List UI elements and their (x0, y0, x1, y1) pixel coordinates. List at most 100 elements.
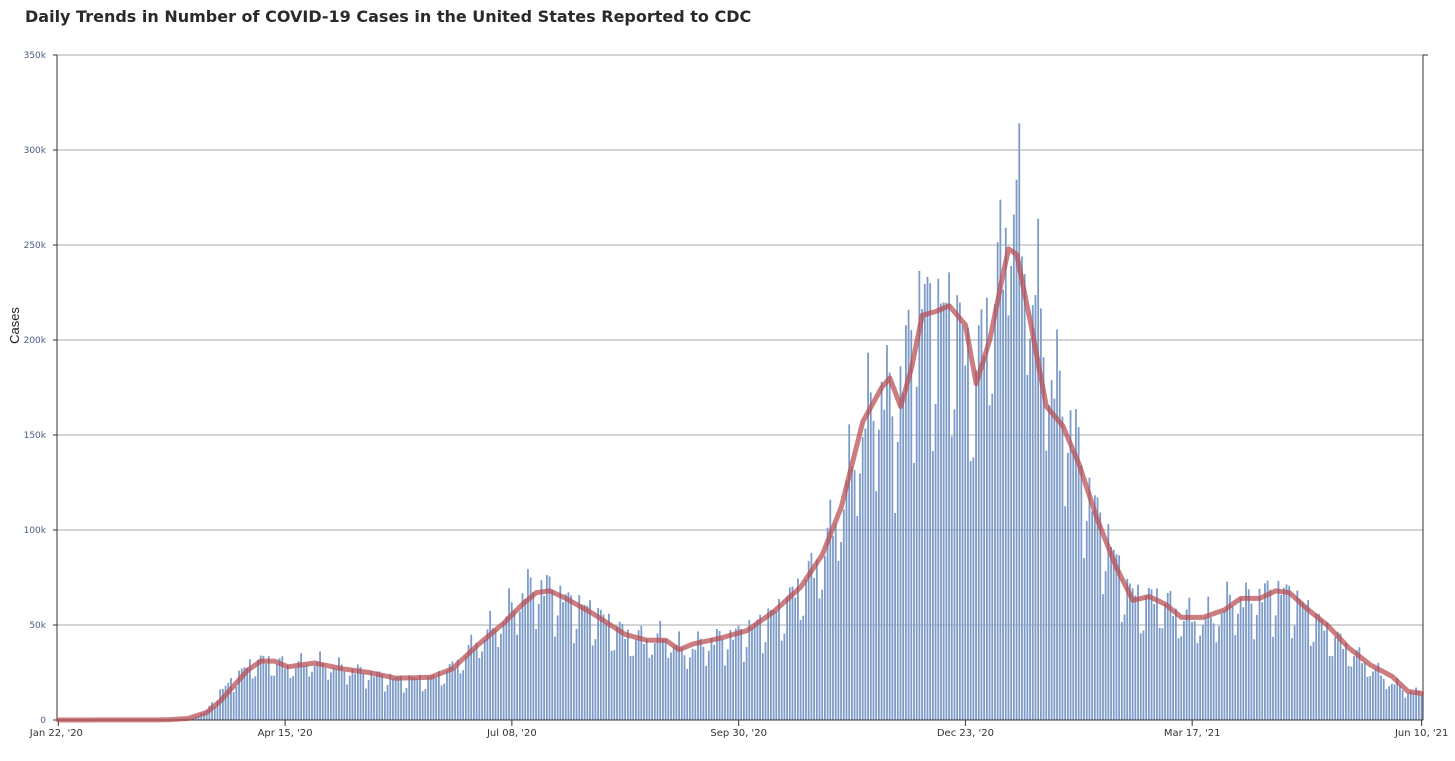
bar[interactable] (1061, 416, 1064, 720)
bar[interactable] (1212, 623, 1215, 720)
bar[interactable] (1266, 580, 1269, 720)
bar[interactable] (1131, 588, 1134, 720)
bar[interactable] (402, 692, 405, 720)
bar[interactable] (1096, 497, 1099, 720)
bar[interactable] (383, 691, 386, 720)
bar[interactable] (745, 647, 748, 720)
bar[interactable] (238, 670, 240, 720)
bar[interactable] (456, 659, 459, 720)
bar[interactable] (243, 667, 246, 720)
bar[interactable] (356, 664, 359, 720)
bar[interactable] (535, 629, 537, 720)
bar[interactable] (273, 675, 276, 720)
bar[interactable] (1342, 649, 1345, 720)
bar[interactable] (950, 436, 953, 720)
bar[interactable] (815, 559, 818, 720)
bar[interactable] (913, 462, 915, 720)
bar[interactable] (1120, 622, 1123, 720)
bar[interactable] (405, 688, 408, 720)
bar[interactable] (346, 684, 348, 720)
bar[interactable] (899, 366, 902, 720)
bar[interactable] (1115, 554, 1118, 720)
bar[interactable] (1075, 409, 1077, 720)
bar[interactable] (923, 283, 926, 720)
bar[interactable] (1228, 594, 1231, 720)
bar[interactable] (516, 634, 519, 720)
bar[interactable] (389, 673, 392, 720)
bar[interactable] (845, 480, 848, 720)
bar[interactable] (975, 369, 977, 720)
bar[interactable] (985, 297, 988, 720)
bar[interactable] (772, 609, 775, 720)
bar[interactable] (532, 592, 535, 720)
bar[interactable] (848, 424, 851, 720)
bar[interactable] (721, 639, 724, 720)
bar[interactable] (340, 664, 343, 720)
bar[interactable] (481, 651, 483, 720)
bar[interactable] (338, 657, 340, 720)
bar[interactable] (1196, 643, 1199, 720)
bar[interactable] (1147, 587, 1150, 720)
bar[interactable] (729, 630, 732, 720)
bar[interactable] (1004, 227, 1007, 720)
bar[interactable] (805, 579, 807, 720)
bar[interactable] (618, 621, 621, 720)
bar[interactable] (1029, 338, 1031, 720)
bar[interactable] (581, 604, 583, 720)
bar[interactable] (419, 674, 421, 720)
bar[interactable] (313, 665, 316, 720)
bar[interactable] (1107, 524, 1110, 720)
bar[interactable] (937, 278, 940, 720)
bar[interactable] (1239, 597, 1242, 720)
bar[interactable] (759, 614, 761, 720)
bar[interactable] (640, 625, 643, 720)
bar[interactable] (1156, 588, 1158, 720)
bar[interactable] (1134, 595, 1137, 720)
bar[interactable] (632, 655, 635, 720)
bar[interactable] (1183, 620, 1185, 720)
bar[interactable] (980, 309, 983, 720)
bar[interactable] (1409, 690, 1412, 720)
bar[interactable] (734, 628, 737, 720)
bar[interactable] (1334, 636, 1337, 720)
bar[interactable] (716, 628, 718, 720)
bar[interactable] (1420, 694, 1423, 720)
bar[interactable] (1002, 289, 1004, 720)
bar[interactable] (1220, 613, 1223, 720)
bar[interactable] (589, 600, 591, 720)
bar[interactable] (842, 509, 845, 720)
bar[interactable] (448, 664, 451, 720)
bar[interactable] (1231, 605, 1234, 720)
bar[interactable] (1083, 558, 1085, 720)
bar[interactable] (348, 675, 351, 720)
bar[interactable] (929, 283, 932, 720)
bar[interactable] (1118, 555, 1121, 720)
bar[interactable] (1039, 308, 1042, 720)
bar[interactable] (940, 303, 942, 720)
bar[interactable] (462, 670, 465, 720)
bar[interactable] (767, 608, 770, 720)
bar[interactable] (931, 451, 934, 720)
bar[interactable] (648, 657, 651, 720)
bar[interactable] (778, 598, 780, 720)
bar[interactable] (877, 429, 880, 720)
bar[interactable] (1234, 635, 1237, 720)
bar[interactable] (837, 560, 840, 720)
bar[interactable] (497, 646, 500, 720)
bar[interactable] (410, 677, 413, 720)
bar[interactable] (599, 609, 602, 720)
bar[interactable] (751, 627, 753, 720)
bar[interactable] (907, 309, 910, 720)
bar[interactable] (856, 516, 859, 720)
bar[interactable] (753, 623, 756, 720)
bar[interactable] (1388, 686, 1391, 720)
bar[interactable] (635, 639, 637, 720)
bar[interactable] (302, 665, 305, 720)
bar[interactable] (1366, 676, 1369, 720)
bar[interactable] (559, 585, 562, 720)
bar[interactable] (653, 643, 656, 720)
bar[interactable] (969, 461, 972, 720)
bar[interactable] (594, 639, 597, 720)
bar[interactable] (275, 664, 278, 720)
bar[interactable] (1050, 380, 1053, 720)
